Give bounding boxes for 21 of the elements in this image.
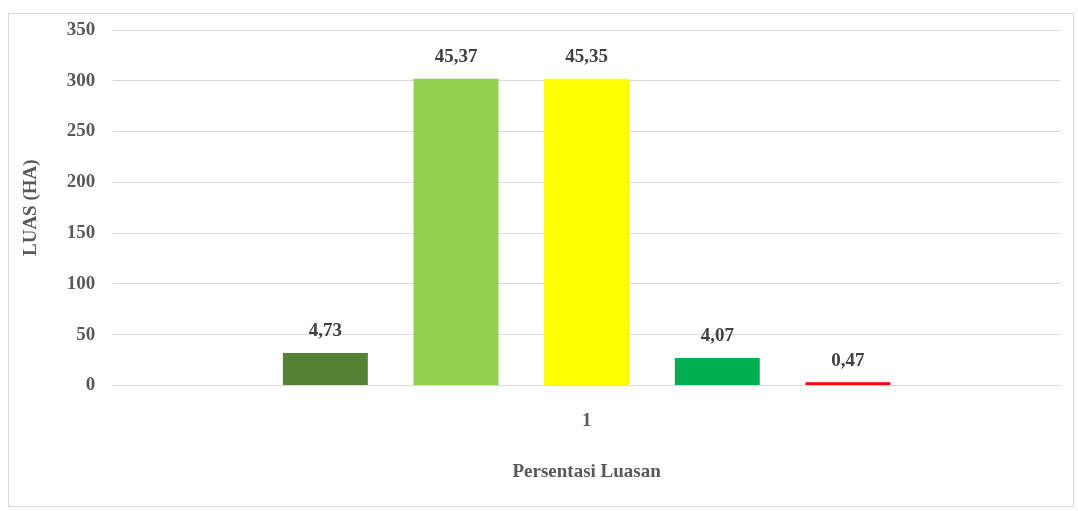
y-tick-label: 0 [85,373,96,395]
y-tick-label: 250 [66,119,96,141]
bar [674,357,760,385]
annotation: 45,35 [565,45,609,67]
y-tick-label: 300 [66,68,96,90]
y-tick-label: 150 [66,220,96,242]
y-tick-label: 50 [76,322,96,344]
bar [544,78,630,385]
x-tick-label: 1 [581,408,592,430]
annotation: 0,47 [831,348,866,370]
bar [805,382,891,385]
bar [413,78,499,385]
y-tick-label: 350 [66,17,96,39]
annotation: 45,37 [434,45,478,67]
y-axis-title: LUAS (HA) [19,159,42,256]
annotation: 4,07 [700,324,735,346]
y-tick-label: 200 [66,170,96,192]
x-axis-title: Persentasi Luasan [512,459,662,481]
annotation: 4,73 [308,319,342,341]
bar [282,352,368,385]
y-tick-label: 100 [66,271,96,293]
